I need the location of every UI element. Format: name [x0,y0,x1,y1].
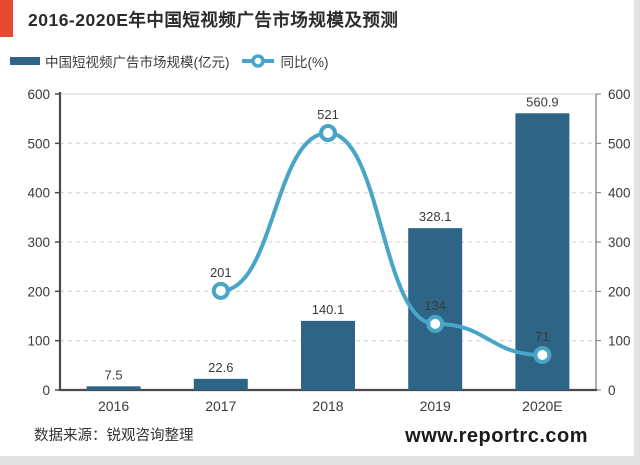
bar-2017 [193,378,248,390]
legend-label-line: 同比(%) [280,55,329,70]
line-marker-1 [319,123,337,142]
y-axis-right-tick-label: 600 [608,87,631,102]
y-axis-right-tick-label: 200 [608,284,631,299]
legend-label-bar: 中国短视频广告市场规模(亿元) [45,55,230,70]
data-source-note: 数据来源：锐观咨询整理 [34,428,194,444]
line-marker-0 [211,281,230,300]
line-marker-3 [533,345,552,364]
bar-2019 [408,228,463,390]
growth-line [218,130,545,357]
y-axis-right-tick-label: 100 [608,334,631,349]
bar-2018 [301,320,355,390]
line-value-label: 71 [535,329,549,344]
combo-bar-line-chart: 0 0 100 100 200 200 300 300 400 400 500 500 600 600 20… [27,87,631,414]
y-axis-right-tick-label: 500 [608,136,631,151]
y-axis-left-tick-label: 200 [27,284,50,299]
legend-item-bar-series: 中国短视频广告市场规模(亿元) [10,51,230,71]
bar-value-label: 22.6 [208,360,233,375]
y-axis-left-tick-label: 600 [27,87,50,102]
line-marker-swatch-icon [241,54,274,68]
x-axis-label: 2018 [312,398,343,414]
y-axis-right-tick-label: 0 [608,383,616,398]
x-axis-label: 2016 [98,398,129,414]
x-axis-label: 2019 [420,398,451,414]
bar-value-label: 7.5 [105,367,123,382]
y-axis-right-tick-label: 400 [608,186,631,201]
line-marker-2 [426,314,445,333]
y-axis-left-tick-label: 400 [27,186,50,201]
y-axis-left-tick-label: 300 [27,235,50,250]
chart-card: 2016-2020E年中国短视频广告市场规模及预测 中国短视频广告市场规模(亿元… [0,0,634,456]
bar-value-label: 328.1 [419,209,452,224]
line-value-label: 521 [317,107,339,122]
bar-value-label: 140.1 [312,302,345,317]
y-axis-left-tick-label: 0 [42,383,50,398]
title-accent-bar [0,0,13,37]
line-value-label: 134 [424,298,446,313]
line-value-label: 201 [210,265,232,280]
legend-item-line-series: 同比(%) [240,51,329,71]
bar-2020E [515,113,570,390]
bar-2016 [86,386,141,390]
y-axis-left-tick-label: 500 [27,136,50,151]
bar-swatch-icon [10,57,40,65]
chart-legend: 中国短视频广告市场规模(亿元) 同比(%) [10,51,329,71]
chart-title: 2016-2020E年中国短视频广告市场规模及预测 [28,10,399,30]
x-axis-label: 2020E [522,398,562,414]
website-watermark: www.reportrc.com [405,425,588,447]
y-axis-left-tick-label: 100 [27,334,50,349]
x-axis-label: 2017 [205,398,236,414]
bar-value-label: 560.9 [526,94,559,109]
y-axis-right-tick-label: 300 [608,235,631,250]
